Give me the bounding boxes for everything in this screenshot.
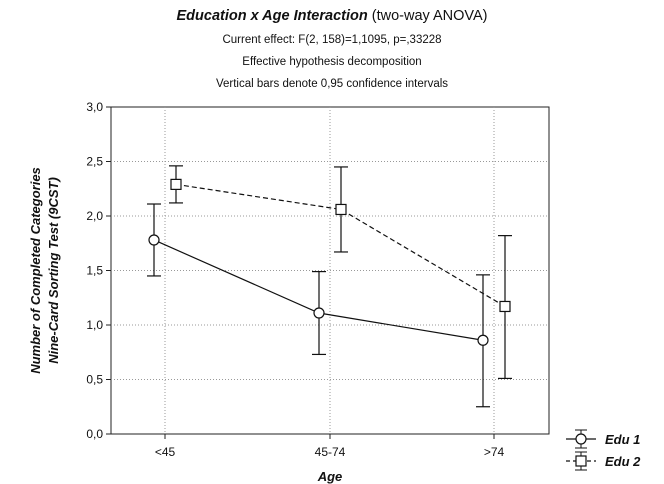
y-axis-title-line1: Number of Completed Categories — [28, 167, 43, 374]
chart-title-suffix: (two-way ANOVA) — [367, 8, 488, 24]
y-axis-title-line2: Nine-Card Sorting Test (9CST) — [46, 177, 61, 364]
legend-marker-square — [575, 455, 587, 467]
x-tick-label: <45 — [155, 445, 176, 459]
chart-title-main: Education x Age Interaction — [176, 8, 368, 24]
y-tick-label: 3,0 — [86, 100, 103, 114]
chart-subtitle-decomposition: Effective hypothesis decomposition — [242, 56, 422, 68]
chart-subtitle-ci-note: Vertical bars denote 0,95 confidence int… — [215, 78, 449, 90]
y-tick-label: 0,0 — [86, 427, 103, 441]
data-point-circle — [148, 234, 160, 246]
y-tick-label: 1,5 — [86, 264, 103, 278]
legend-label-2: Edu 2 — [605, 454, 641, 469]
legend-marker-circle — [575, 433, 587, 445]
y-tick-label: 2,5 — [86, 155, 103, 169]
y-tick-label: 2,0 — [86, 209, 103, 223]
data-point-square — [170, 178, 182, 190]
data-point-square — [499, 300, 511, 313]
data-point-square — [335, 203, 347, 216]
x-tick-label: >74 — [484, 445, 505, 459]
legend-label-1: Edu 1 — [605, 432, 640, 447]
data-point-circle — [477, 334, 489, 346]
x-tick-label: 45-74 — [315, 445, 346, 459]
x-axis-title: Age — [317, 469, 343, 484]
chart-title: Education x Age Interaction (two-way ANO… — [0, 8, 664, 24]
chart-subtitle-effect: Current effect: F(2, 158)=1,1095, p=,332… — [222, 34, 442, 46]
y-tick-label: 1,0 — [86, 318, 103, 332]
data-point-circle — [313, 307, 325, 319]
y-tick-label: 0,5 — [86, 373, 103, 387]
